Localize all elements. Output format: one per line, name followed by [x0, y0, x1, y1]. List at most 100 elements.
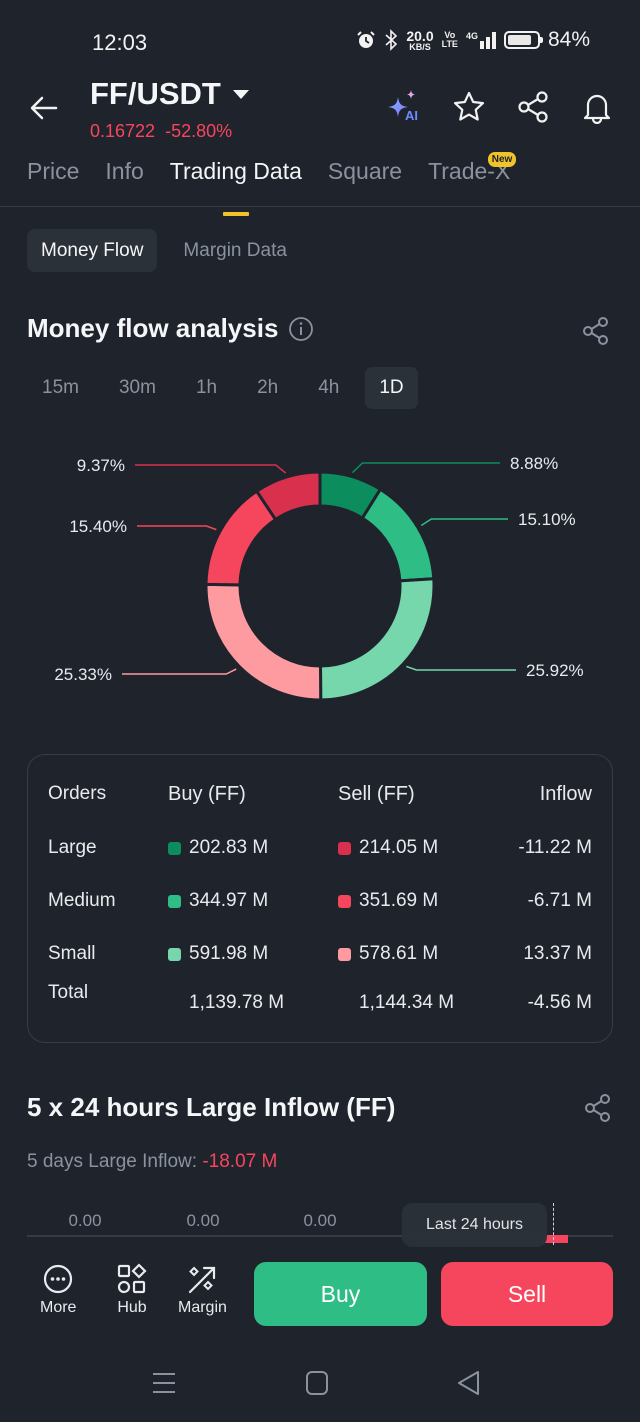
small-buy-swatch [168, 947, 181, 961]
money-flow-donut-chart: 8.88% 15.10% 25.92% 25.33% 15.40% 9.37% [54, 454, 584, 702]
donut-leader-line [406, 665, 516, 671]
donut-label: 15.10% [518, 510, 576, 529]
order-size: Large [48, 837, 97, 858]
interval-2h[interactable]: 2h [257, 377, 279, 398]
bell-icon[interactable] [580, 90, 614, 124]
total-label: Total [48, 982, 89, 1003]
donut-leader-line [137, 525, 217, 531]
chart-axis-line [27, 1235, 613, 1237]
header-buy: Buy (FF) [168, 782, 246, 805]
crosshair-line [553, 1203, 554, 1245]
tab-square[interactable]: Square [327, 158, 403, 184]
share-icon[interactable] [584, 1093, 612, 1123]
sell-button[interactable]: Sell [441, 1262, 613, 1326]
donut-label: 8.88% [510, 454, 558, 473]
hub-icon [117, 1263, 147, 1294]
header-inflow: Inflow [539, 782, 592, 805]
battery-icon [503, 31, 543, 49]
inflow-value: -6.71 M [527, 890, 592, 911]
large-inflow-title: 5 x 24 hours Large Inflow (FF) [27, 1092, 396, 1122]
interval-1d[interactable]: 1D [365, 367, 418, 409]
info-icon[interactable] [288, 316, 314, 342]
back-icon[interactable] [456, 1370, 482, 1396]
sell-value: 214.05 M [359, 837, 439, 858]
chart-tooltip: Last 24 hours [402, 1203, 547, 1247]
star-icon[interactable] [452, 90, 486, 124]
status-icons: 20.0 KB/S Vo LTE 4G 84% [356, 28, 590, 52]
tab-price[interactable]: Price [27, 158, 80, 184]
battery-percent: 84% [547, 28, 590, 51]
donut-label: 15.40% [69, 517, 127, 536]
margin-button[interactable]: Margin [178, 1263, 227, 1317]
sell-value: 578.61 M [359, 943, 439, 964]
pair-selector[interactable]: FF/USDT [90, 76, 249, 112]
order-size: Small [48, 943, 96, 964]
donut-label: 25.92% [526, 661, 584, 680]
sell-value: 351.69 M [359, 890, 439, 911]
large-sell-swatch [338, 841, 351, 855]
new-badge: New [487, 152, 517, 167]
status-time: 12:03 [92, 30, 148, 55]
share-icon[interactable] [516, 90, 550, 124]
five-days-inflow: 5 days Large Inflow: -18.07 M [27, 1151, 277, 1173]
bar-value-label: 0.00 [68, 1211, 102, 1230]
donut-slice-small-sell[interactable] [204, 582, 323, 702]
margin-icon [189, 1266, 216, 1294]
ai-sparkle-icon[interactable]: AI [386, 89, 422, 125]
header-sell: Sell (FF) [338, 782, 415, 805]
last-price: 0.16722 [90, 121, 156, 141]
donut-slice-large-sell[interactable] [254, 470, 322, 522]
total-inflow: -4.56 M [527, 992, 592, 1013]
large-buy-swatch [168, 841, 181, 855]
buy-value: 202.83 M [189, 837, 269, 858]
back-arrow-icon[interactable] [28, 92, 60, 124]
recent-apps-icon[interactable] [151, 1370, 177, 1396]
donut-slice-small-buy[interactable] [318, 577, 436, 702]
interval-1h[interactable]: 1h [195, 377, 218, 398]
donut-slice-medium-buy[interactable] [360, 487, 436, 583]
caret-down-icon [232, 89, 249, 99]
buy-value: 591.98 M [189, 943, 269, 964]
money-flow-title-text: Money flow analysis [27, 313, 279, 343]
interval-15m[interactable]: 15m [42, 377, 79, 398]
alarm-icon [357, 31, 376, 48]
donut-leader-line [351, 462, 500, 474]
tab-trading-data[interactable]: Trading Data [169, 158, 302, 184]
small-sell-swatch [338, 947, 351, 961]
volte-indicator: Vo LTE [441, 30, 458, 49]
home-icon[interactable] [304, 1370, 330, 1396]
bar-value-label: 0.00 [303, 1211, 337, 1230]
donut-leader-line [420, 518, 508, 527]
bluetooth-icon [385, 29, 398, 51]
bar-value-label: 0.00 [186, 1211, 220, 1230]
interval-30m[interactable]: 30m [118, 377, 156, 398]
table-total-row: Total 1,139.78 M 1,144.34 M -4.56 M [48, 982, 592, 1018]
buy-button[interactable]: Buy [254, 1262, 427, 1326]
interval-4h[interactable]: 4h [318, 377, 340, 398]
table-header: Orders Buy (FF) Sell (FF) Inflow [48, 779, 592, 809]
medium-sell-swatch [338, 894, 351, 908]
total-sell: 1,144.34 M [359, 992, 455, 1013]
share-icon[interactable] [582, 316, 610, 346]
five-days-label: 5 days Large Inflow: [27, 1151, 198, 1172]
buy-value: 344.97 M [189, 890, 269, 911]
more-button[interactable]: More [40, 1263, 76, 1317]
net-speed: 20.0 KB/S [406, 27, 434, 52]
table-row: Large 202.83 M 214.05 M -11.22 M [48, 833, 592, 863]
margin-label: Margin [178, 1299, 227, 1316]
header-actions: AI [386, 89, 614, 125]
money-flow-title: Money flow analysis [27, 313, 314, 344]
signal-icon: 4G [466, 31, 496, 49]
last-24h-bar[interactable] [543, 1235, 568, 1243]
table-row: Medium 344.97 M 351.69 M -6.71 M [48, 886, 592, 916]
price-row: 0.16722 -52.80% [90, 121, 232, 142]
pair-name: FF/USDT [90, 76, 221, 111]
table-row: Small 591.98 M 578.61 M 13.37 M [48, 939, 592, 969]
subtab-margin-data[interactable]: Margin Data [183, 239, 287, 261]
total-buy: 1,139.78 M [189, 992, 285, 1013]
subtab-money-flow[interactable]: Money Flow [27, 229, 158, 272]
five-days-value: -18.07 M [202, 1151, 278, 1172]
hub-button[interactable]: Hub [116, 1263, 148, 1317]
tab-trade-x[interactable]: Trade-X New [428, 152, 517, 185]
tab-info[interactable]: Info [105, 158, 144, 184]
